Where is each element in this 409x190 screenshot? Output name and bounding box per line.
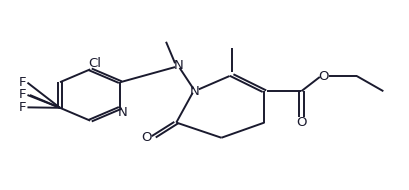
Text: O: O [141,131,151,144]
Text: O: O [295,116,306,129]
Text: F: F [19,101,26,114]
Text: Cl: Cl [88,57,101,70]
Text: N: N [117,106,127,119]
Text: F: F [19,76,26,89]
Text: F: F [19,89,26,101]
Text: N: N [189,85,199,98]
Text: O: O [318,70,328,82]
Text: N: N [173,59,183,72]
